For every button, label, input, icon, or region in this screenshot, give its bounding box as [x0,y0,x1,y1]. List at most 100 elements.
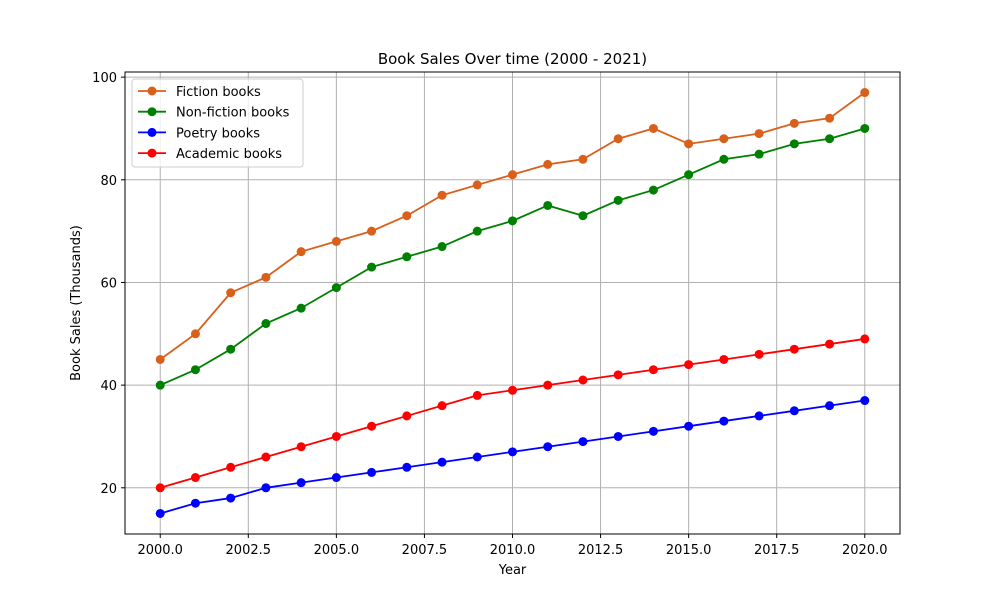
data-point [789,118,799,128]
data-point [296,303,306,313]
data-point [261,483,271,493]
y-tick-label: 100 [92,71,117,86]
data-point [578,154,588,164]
series-poetry-books [155,396,870,518]
data-point [402,252,412,262]
legend-label: Non-fiction books [176,106,290,121]
y-axis-label: Book Sales (Thousands) [69,225,84,381]
data-point [648,365,658,375]
x-tick-label: 2015.0 [666,543,712,558]
data-point [508,385,517,395]
data-point [402,411,412,421]
data-point [331,236,341,246]
data-point [613,195,623,205]
series-fiction-books [155,88,870,364]
data-point [367,262,377,272]
data-point [226,462,236,472]
data-point [472,390,482,400]
x-tick-label: 2010.0 [490,543,536,558]
data-point [367,226,377,236]
legend-label: Academic books [176,147,282,162]
data-point [613,431,623,441]
data-point [190,473,200,483]
data-point [437,457,447,467]
data-point [613,370,623,380]
legend-marker [147,127,157,137]
legend-marker [147,86,157,96]
data-point [155,483,165,493]
x-tick-label: 2020.0 [842,543,888,558]
data-point [155,508,165,518]
legend: Fiction books Non-fiction books Poetry boo… [131,78,304,168]
data-point [789,406,799,416]
data-point [472,226,482,236]
data-point [578,375,588,385]
data-point [508,170,517,180]
data-point [578,211,588,221]
y-tick-label: 80 [100,174,117,189]
data-point [261,272,271,282]
data-point [261,319,271,329]
data-point [789,344,799,354]
series-non-fiction-books [155,123,870,390]
data-point [754,149,764,159]
data-point [508,216,517,226]
data-point [261,452,271,462]
data-point [226,288,236,298]
x-axis-label: Year [498,563,527,578]
data-point [296,247,306,257]
legend-label: Fiction books [176,85,261,100]
data-point [296,442,306,452]
data-point [684,139,694,149]
data-point [437,401,447,411]
data-point [648,123,658,133]
data-point [331,473,341,483]
data-point [684,170,694,180]
axis-ticks: 2000.0 2002.5 2005.0 2007.5 2010.0 2012.5 2015… [92,71,887,558]
data-point [754,129,764,139]
data-point [402,462,412,472]
legend-box [131,78,304,168]
x-tick-label: 2007.5 [402,543,448,558]
data-point [190,365,200,375]
data-point [402,211,412,221]
data-point [613,134,623,144]
data-point [825,113,835,123]
x-tick-label: 2005.0 [314,543,360,558]
data-point [508,447,517,457]
x-tick-label: 2002.5 [226,543,272,558]
data-point [190,329,200,339]
data-point [543,200,553,210]
data-point [296,478,306,488]
data-point [648,426,658,436]
data-point [719,416,729,426]
legend-marker [147,148,157,158]
data-point [860,396,870,406]
data-point [754,411,764,421]
data-point [472,452,482,462]
data-point [155,380,165,390]
data-point [860,334,870,344]
data-point [367,467,377,477]
data-point [472,180,482,190]
data-point [190,498,200,508]
y-tick-label: 20 [100,482,117,497]
data-point [543,159,553,169]
data-point [367,421,377,431]
data-point [754,349,764,359]
data-point [719,354,729,364]
data-point [825,339,835,349]
x-tick-label: 2017.5 [754,543,800,558]
data-point [684,360,694,370]
data-point [684,421,694,431]
data-point [226,493,236,503]
data-point [543,380,553,390]
data-point [437,190,447,200]
data-point [226,344,236,354]
data-point [437,242,447,252]
data-point [860,88,870,98]
data-point [825,134,835,144]
data-point [578,437,588,447]
data-point [648,185,658,195]
